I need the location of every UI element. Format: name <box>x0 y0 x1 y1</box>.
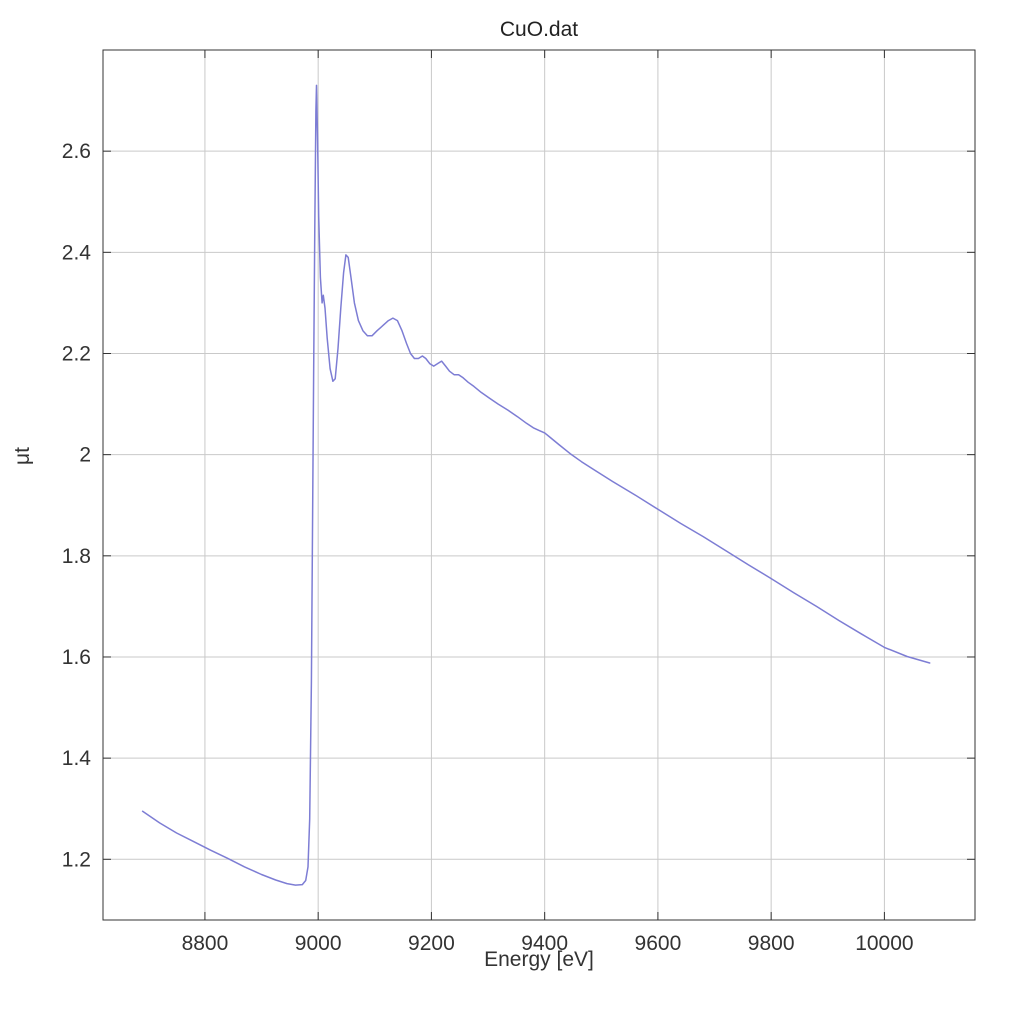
y-tick-label: 1.4 <box>62 747 92 770</box>
chart-title: CuO.dat <box>499 18 579 41</box>
x-tick-label: 8800 <box>182 932 229 955</box>
x-tick-label: 10000 <box>855 932 913 955</box>
y-tick-label: 2 <box>79 444 91 467</box>
x-tick-label: 9600 <box>635 932 682 955</box>
data-line <box>141 84 931 886</box>
x-tick-label: 9800 <box>748 932 795 955</box>
y-tick-label: 1.8 <box>62 545 91 568</box>
y-tick-label: 2.4 <box>62 241 92 264</box>
x-tick-label: 9000 <box>295 932 342 955</box>
y-tick-label: 2.6 <box>62 140 91 163</box>
y-tick-label: 1.2 <box>62 848 91 871</box>
x-axis-label: Energy [eV] <box>484 948 594 971</box>
plot-border <box>102 49 976 921</box>
x-tick-label: 9400 <box>521 932 568 955</box>
y-tick-label: 1.6 <box>62 646 91 669</box>
x-tick-label: 9200 <box>408 932 455 955</box>
y-tick-label: 2.2 <box>62 342 91 365</box>
